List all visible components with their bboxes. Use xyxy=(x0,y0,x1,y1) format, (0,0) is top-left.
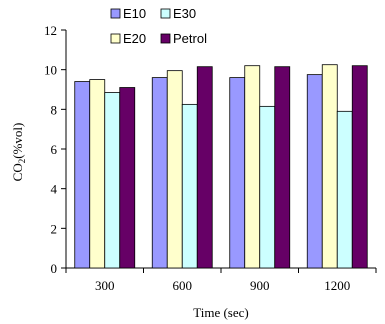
bar-e10-300 xyxy=(74,81,91,269)
bar-e20-1200 xyxy=(321,64,338,269)
y-tick-label: 4 xyxy=(51,182,58,197)
bar-e20-900 xyxy=(244,65,261,269)
bar-e10-900 xyxy=(229,77,246,269)
bar-e10-1200 xyxy=(306,74,323,269)
bar-e20-600 xyxy=(166,70,183,269)
legend-swatch-e30 xyxy=(160,8,171,19)
x-tick-label: 1200 xyxy=(324,278,350,293)
x-tick-label: 300 xyxy=(95,278,115,293)
y-tick-label: 6 xyxy=(51,142,58,157)
bar-e30-900 xyxy=(259,105,276,269)
x-tick-label: 600 xyxy=(173,278,193,293)
legend-swatch-petrol xyxy=(160,33,171,44)
legend-label-e20: E20 xyxy=(123,31,146,46)
y-axis-title: CO2(%vol) xyxy=(10,123,27,182)
legend-label-petrol: Petrol xyxy=(173,31,207,46)
bar-e30-600 xyxy=(181,103,198,269)
legend-label-e30: E30 xyxy=(173,6,196,21)
y-tick-label: 8 xyxy=(51,102,58,117)
axes: 0 2 4 6 8 10 12 300 600 900 1200 xyxy=(44,23,377,293)
x-axis-title: Time (sec) xyxy=(193,305,249,320)
legend-swatch-e20 xyxy=(110,33,121,44)
y-tick-label: 12 xyxy=(44,23,57,38)
bar-petrol-300 xyxy=(119,87,136,269)
bar-e20-300 xyxy=(89,79,106,269)
bar-petrol-900 xyxy=(274,66,291,269)
y-tick-label: 10 xyxy=(44,63,57,78)
bar-petrol-600 xyxy=(196,66,213,269)
legend: E10 E20 E30 Petrol xyxy=(110,6,207,46)
x-tick-label: 900 xyxy=(250,278,270,293)
y-tick-label: 2 xyxy=(51,221,58,236)
bar-e10-600 xyxy=(151,77,168,269)
legend-swatch-e10 xyxy=(110,8,121,19)
y-axis-title-subscript: 2 xyxy=(17,159,27,164)
y-axis-title-unit: (%vol) xyxy=(10,123,25,159)
y-tick-label: 0 xyxy=(51,261,58,276)
bars xyxy=(74,64,368,269)
legend-label-e10: E10 xyxy=(123,6,146,21)
bar-petrol-1200 xyxy=(351,65,368,269)
y-axis-title-main: CO xyxy=(10,163,25,181)
bar-e30-300 xyxy=(104,92,121,269)
bar-e30-1200 xyxy=(336,110,353,269)
